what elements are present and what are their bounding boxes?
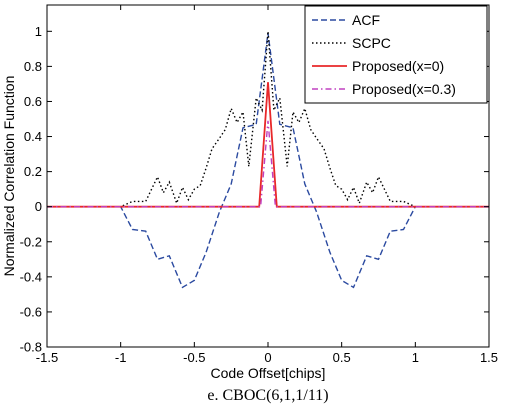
x-tick-label: 1.5: [480, 350, 498, 365]
x-tick-label: 1: [412, 350, 419, 365]
x-tick-label: 0.5: [333, 350, 351, 365]
y-tick-label: 0.2: [24, 164, 42, 179]
y-tick-label: -0.4: [20, 269, 42, 284]
legend-box: [304, 5, 488, 104]
y-tick-label: -0.6: [20, 304, 42, 319]
y-axis-label: Normalized Correlation Function: [1, 76, 17, 277]
x-tick-label: -1: [115, 350, 127, 365]
y-tick-label: 0.6: [24, 94, 42, 109]
x-axis-label: Code Offset[chips]: [211, 365, 326, 381]
y-tick-label: 0.8: [24, 59, 42, 74]
x-tick-label: -0.5: [183, 350, 205, 365]
y-tick-label: 1: [35, 24, 42, 39]
y-tick-label: -0.8: [20, 340, 42, 355]
legend-entry: SCPC: [352, 35, 391, 51]
y-tick-label: 0: [35, 199, 42, 214]
legend-entry: ACF: [352, 12, 380, 28]
legend-entry: Proposed(x=0): [352, 58, 444, 74]
x-tick-label: -1.5: [36, 350, 58, 365]
tick-labels: -1.5 -1 -0.5 0 0.5 1 1.5 -0.8 -0.6 -0.4 -0.2 0 0.2 0.…: [20, 24, 498, 365]
series-line: [47, 120, 489, 208]
legend: ACF SCPC Proposed(x=0) Proposed(x=0.3): [304, 5, 488, 104]
series-line: [47, 82, 489, 208]
y-tick-label: -0.2: [20, 234, 42, 249]
y-tick-label: 0.4: [24, 129, 42, 144]
figure-caption: e. CBOC(6,1,1/11): [207, 387, 328, 404]
legend-entry: Proposed(x=0.3): [352, 81, 456, 97]
plot-series: [47, 31, 489, 289]
x-tick-label: 0: [264, 350, 271, 365]
